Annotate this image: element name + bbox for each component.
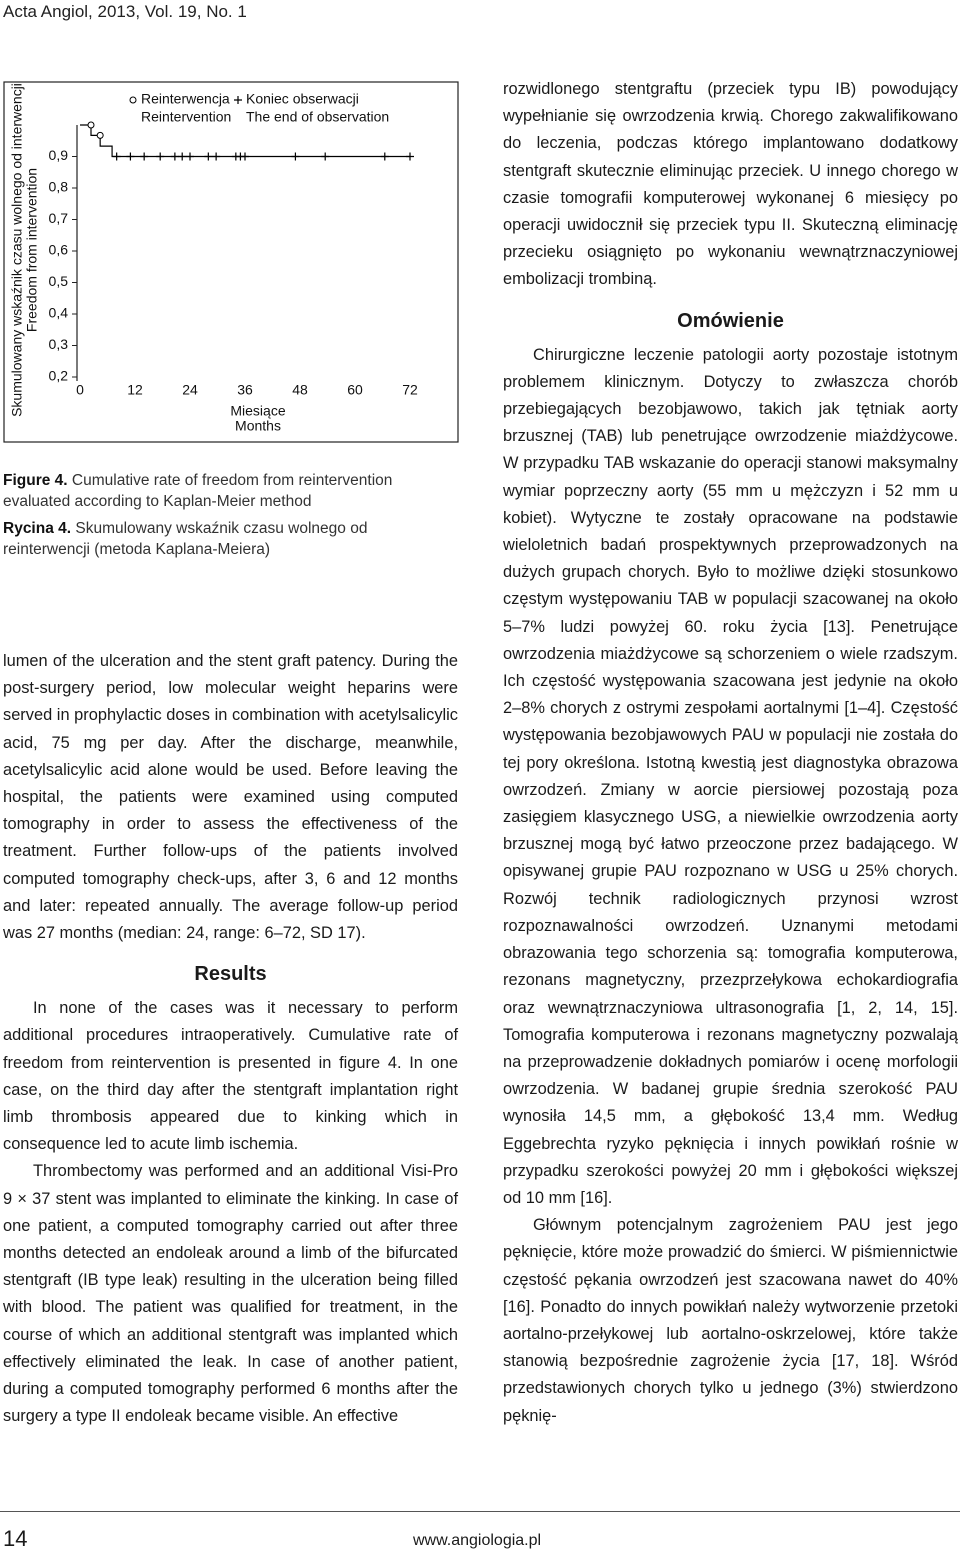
x-tick-label: 12 [127,382,143,398]
y-tick-label: 0,9 [49,147,69,163]
caption-label: Rycina 4. [3,520,72,537]
censor-marker [212,152,221,161]
legend-label: The end of observation [246,109,389,125]
chart-frame [3,81,459,443]
y-axis-label: Skumulowany wskaźnik czasu wolnego od in… [9,83,25,417]
legend-label: Koniec obserwacji [246,91,359,107]
paragraph: In none of the cases was it necessary to… [3,999,458,1154]
figure-captions: Figure 4. Cumulative rate of freedom fro… [3,470,455,566]
y-tick-label: 0,3 [49,336,69,352]
y-tick-label: 0,5 [49,273,69,289]
y-tick-label: 0,8 [49,179,69,195]
website: www.angiologia.pl [413,1532,542,1549]
caption: Figure 4. Cumulative rate of freedom fro… [3,470,455,512]
censor-marker [156,152,165,161]
y-tick-label: 0,4 [49,305,69,321]
censor-marker [204,152,213,161]
censor-marker [241,152,249,161]
y-axis-label: Freedom from intervention [24,168,40,332]
section-heading: Omówienie [677,309,784,332]
caption-text: Skumulowany wskaźnik czasu wolnego od re… [3,520,368,558]
footer-rule [0,1511,960,1512]
x-tick-label: 72 [402,382,418,398]
censor-marker [140,152,149,161]
event-marker [96,131,104,139]
x-tick-label: 60 [347,382,363,398]
x-axis-label: Months [235,418,281,434]
censor-marker [170,152,179,161]
paragraph: Chirurgiczne leczenie patologii aorty po… [503,345,958,1207]
censor-marker [406,152,414,161]
right-column: rozwidlonego stentgraftu (przeciek typu … [503,76,958,1430]
paragraph: Głównym potencjalnym zagrożeniem PAU jes… [503,1216,958,1425]
caption-text: Cumulative rate of freedom from reinterv… [3,472,393,510]
censor-marker [112,152,121,161]
event-marker [87,121,95,129]
page-number: 14 [3,1526,28,1551]
paragraph: rozwidlonego stentgraftu (przeciek typu … [503,80,958,289]
legend-label: Reintervention [141,109,231,125]
figure-chart: Skumulowany wskaźnik czasu wolnego od in… [3,81,459,443]
legend-marker [234,96,242,104]
caption: Rycina 4. Skumulowany wskaźnik czasu wol… [3,518,455,560]
paragraph: Thrombectomy was performed and an additi… [3,1162,458,1426]
x-tick-label: 24 [182,382,198,398]
censor-marker [380,152,389,161]
legend-marker [129,96,137,104]
survival-curve [80,124,410,158]
x-tick-label: 48 [292,382,308,398]
x-axis-label: Miesiące [230,403,285,419]
censor-marker [321,152,330,161]
x-tick-label: 0 [76,382,84,398]
censor-marker [178,152,187,161]
y-tick-label: 0,2 [49,368,69,384]
x-tick-label: 36 [237,382,253,398]
y-tick-label: 0,7 [49,210,69,226]
legend-label: Reinterwencja [141,91,230,107]
censor-marker [126,152,135,161]
paragraph: lumen of the ulceration and the stent gr… [3,652,458,943]
section-heading: Results [194,963,267,986]
censor-marker [291,152,300,161]
censor-marker [186,152,194,161]
running-title: Acta Angiol, 2013, Vol. 19, No. 1 [3,2,247,21]
y-tick-label: 0,6 [49,242,69,258]
left-column: lumen of the ulceration and the stent gr… [3,648,458,1430]
caption-label: Figure 4. [3,472,68,489]
